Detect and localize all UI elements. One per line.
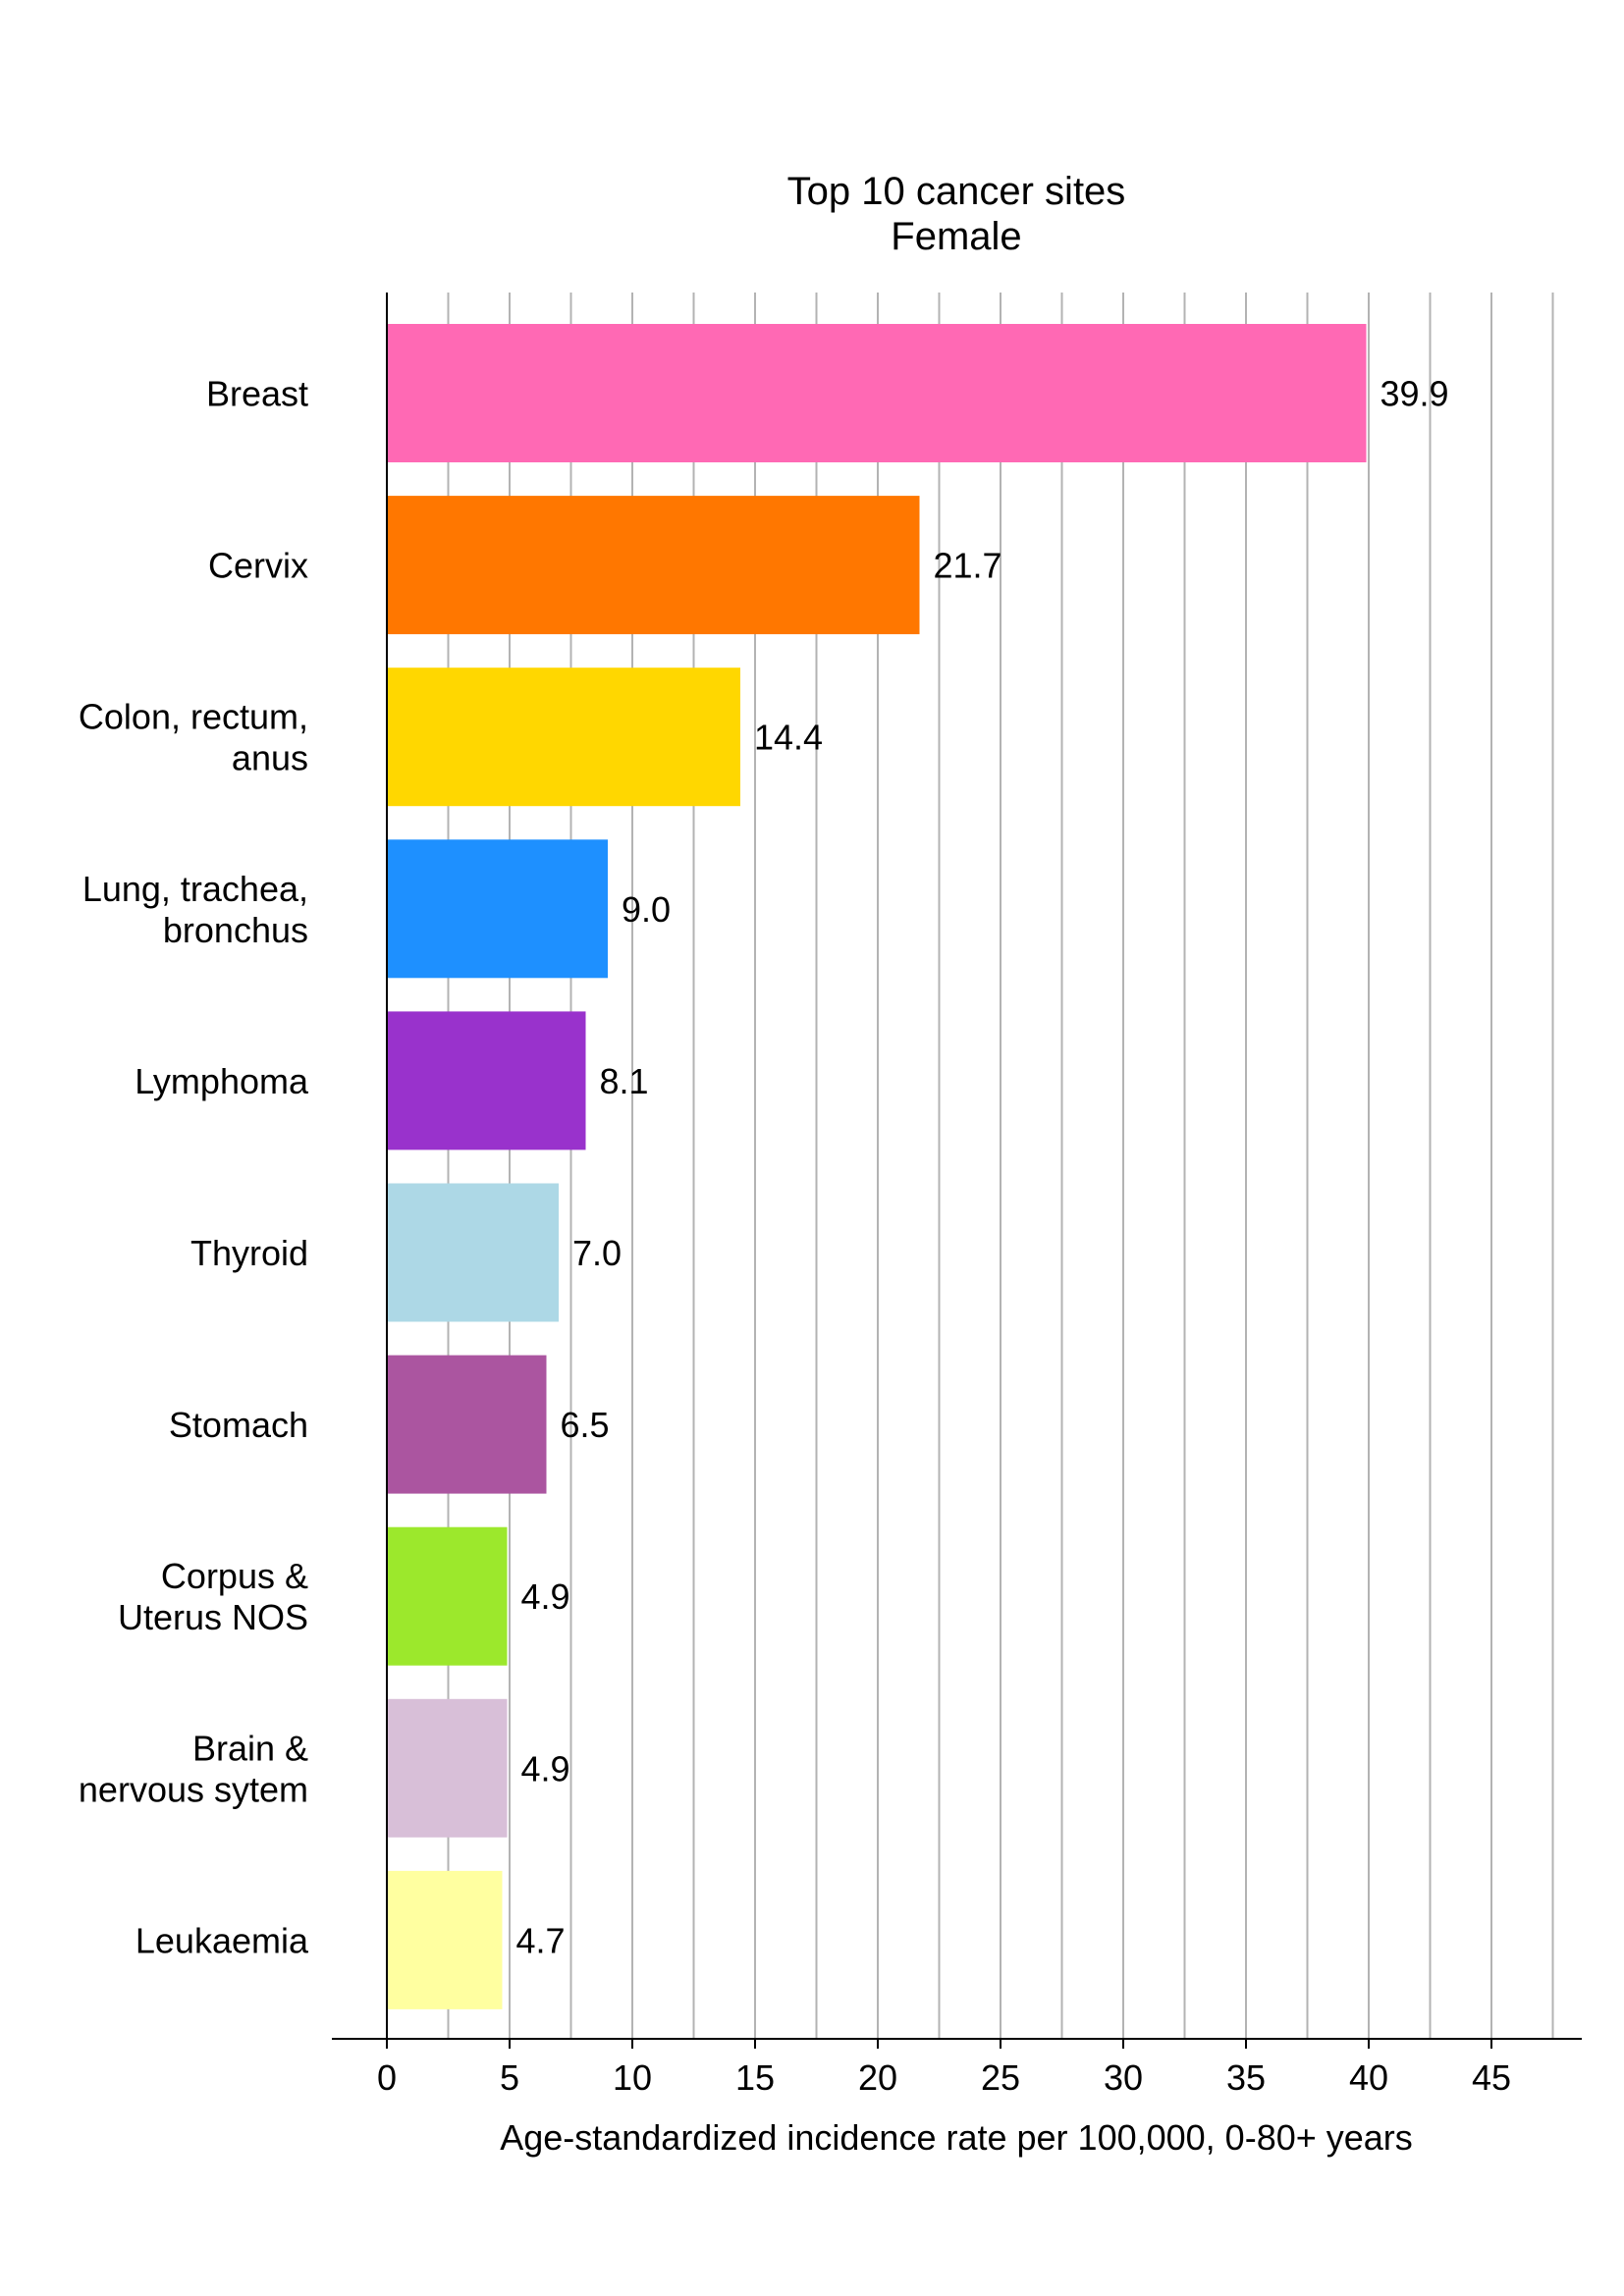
- value-label: 6.5: [561, 1405, 610, 1445]
- x-tick-label: 15: [735, 2057, 775, 2098]
- x-tick-label: 40: [1349, 2057, 1388, 2098]
- value-label: 4.7: [516, 1920, 566, 1960]
- value-label: 14.4: [754, 718, 823, 758]
- x-axis: 0 5 10 15 20 25 30 35 40 45: [332, 293, 1582, 2098]
- value-label: 4.9: [521, 1576, 570, 1617]
- x-tick-label: 30: [1104, 2057, 1143, 2098]
- category-label: Leukaemia: [135, 1920, 309, 1960]
- category-label: Lymphoma: [135, 1061, 309, 1101]
- x-tick-label: 25: [981, 2057, 1020, 2098]
- category-label: Corpus &: [161, 1556, 308, 1596]
- chart-subtitle-line: Female: [891, 215, 1021, 258]
- value-label: 39.9: [1380, 374, 1449, 414]
- bar: [387, 1870, 503, 2009]
- x-axis-label: Age-standardized incidence rate per 100,…: [500, 2117, 1413, 2158]
- value-label: 9.0: [622, 889, 671, 930]
- bar: [387, 1183, 559, 1322]
- bar: [387, 1355, 547, 1494]
- chart-title-line: Top 10 cancer sites: [787, 170, 1126, 213]
- x-tick-label: 35: [1226, 2057, 1266, 2098]
- x-tick-label: 0: [377, 2057, 397, 2098]
- category-labels: Breast Cervix Colon, rectum,anus Lung, trac…: [79, 374, 309, 1961]
- value-label: 8.1: [600, 1061, 649, 1101]
- chart-title: Top 10 cancer sites Female: [787, 170, 1126, 258]
- category-label: Brain &: [192, 1728, 308, 1768]
- category-label: nervous sytem: [79, 1769, 308, 1809]
- value-label: 7.0: [572, 1233, 622, 1273]
- bar: [387, 496, 920, 635]
- bar: [387, 1698, 508, 1838]
- category-label: Uterus NOS: [118, 1597, 308, 1637]
- category-label: Stomach: [169, 1405, 308, 1445]
- category-label: Lung, trachea,: [82, 869, 308, 909]
- x-tick-label: 5: [500, 2057, 519, 2098]
- value-labels: 39.9 21.7 14.4 9.0 8.1 7.0 6.5 4.9 4.9 4.7: [516, 374, 1449, 1961]
- bars: [387, 324, 1367, 2009]
- x-tick-label: 20: [858, 2057, 897, 2098]
- bar: [387, 1526, 508, 1666]
- category-label: Cervix: [208, 546, 308, 586]
- bar: [387, 324, 1367, 462]
- category-label: Breast: [206, 374, 308, 414]
- x-tick-label: 45: [1472, 2057, 1511, 2098]
- value-label: 4.9: [521, 1748, 570, 1789]
- x-tick-label: 10: [613, 2057, 652, 2098]
- bar: [387, 1011, 586, 1150]
- category-label: anus: [232, 738, 308, 778]
- value-label: 21.7: [934, 546, 1002, 586]
- bar: [387, 839, 608, 979]
- category-label: bronchus: [163, 910, 308, 950]
- bar: [387, 667, 740, 807]
- category-label: Colon, rectum,: [79, 697, 308, 737]
- category-label: Thyroid: [190, 1233, 308, 1273]
